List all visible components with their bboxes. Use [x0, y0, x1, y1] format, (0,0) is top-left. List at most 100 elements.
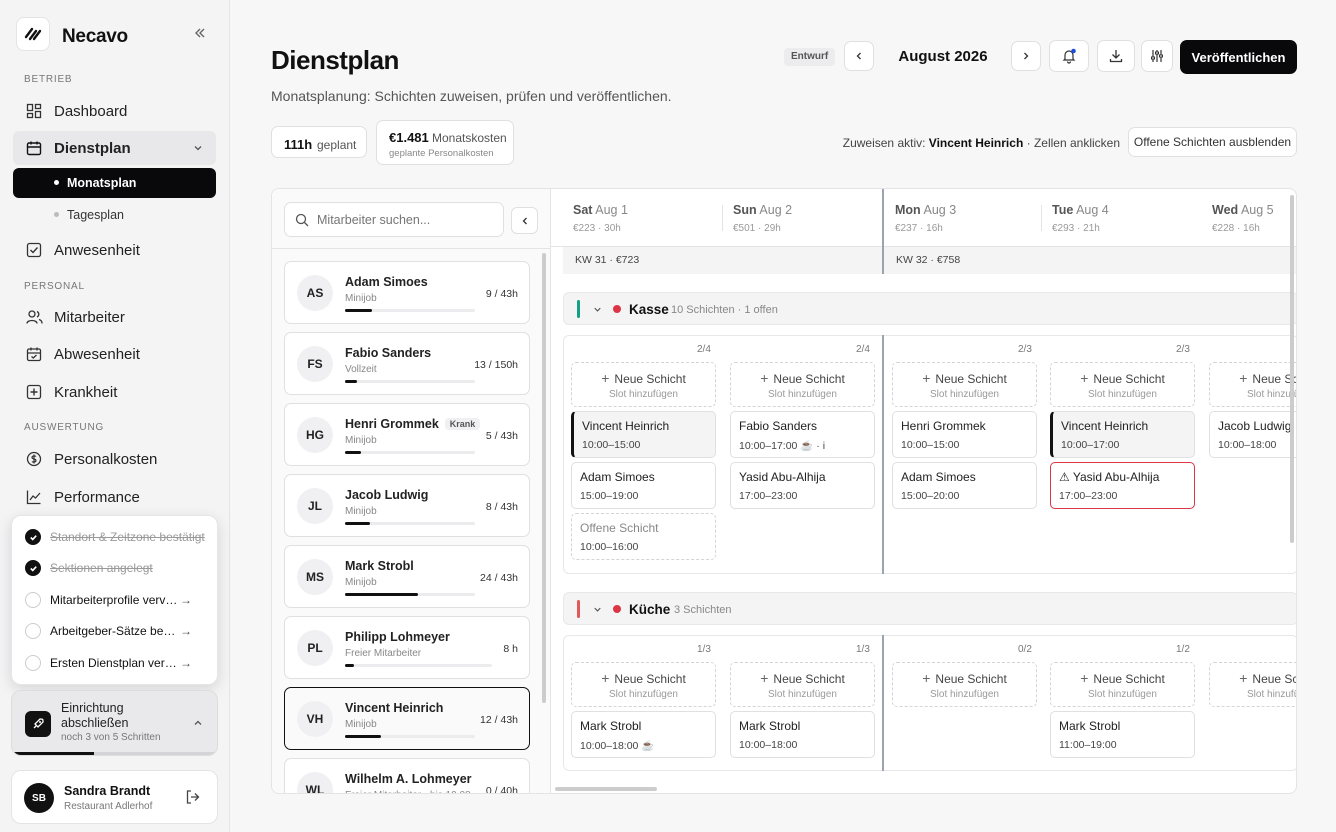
- collapse-sidebar-icon[interactable]: [192, 25, 208, 41]
- check-icon: [25, 529, 41, 545]
- day-header[interactable]: Sun Aug 2 €501 · 29h: [733, 203, 793, 234]
- section-header-kasse[interactable]: Kasse 10 Schichten · 1 offen: [563, 292, 1296, 325]
- download-button[interactable]: [1097, 40, 1135, 72]
- chevron-down-icon[interactable]: [592, 304, 603, 315]
- setup-title: Einrichtung abschließen: [61, 701, 129, 730]
- sidebar-subitem-monatsplan[interactable]: Monatsplan: [13, 168, 216, 198]
- sidebar-item-anwesenheit[interactable]: Anwesenheit: [13, 233, 216, 267]
- employee-hours: 13 / 150h: [474, 359, 518, 371]
- week-separator: [882, 189, 884, 274]
- schedule-panel: AS Adam Simoes Minijob 9 / 43h FS Fabio Sande…: [271, 188, 1297, 794]
- prev-month-button[interactable]: [844, 41, 874, 71]
- sidebar-subitem-tagesplan[interactable]: Tagesplan: [13, 200, 216, 230]
- sidebar-item-personalkosten[interactable]: Personalkosten: [13, 442, 216, 476]
- shift-card[interactable]: Mark Strobl 10:00–18:00: [730, 711, 875, 758]
- avatar: HG: [297, 417, 333, 453]
- status-badge: Entwurf: [784, 48, 836, 66]
- plus-icon: +: [1080, 370, 1089, 386]
- sidebar-item-dashboard[interactable]: Dashboard: [13, 94, 216, 128]
- sidebar-item-mitarbeiter[interactable]: Mitarbeiter: [13, 300, 216, 334]
- employee-card[interactable]: HG Henri Grommek Krank Minijob 5 / 43h: [284, 403, 530, 466]
- hide-open-shifts-button[interactable]: Offene Schichten ausblenden: [1128, 127, 1297, 157]
- collapse-employee-list-button[interactable]: [511, 207, 538, 234]
- settings-button[interactable]: [1141, 40, 1173, 72]
- sidebar-item-abwesenheit[interactable]: Abwesenheit: [13, 337, 216, 371]
- shift-card[interactable]: Adam Simoes 15:00–19:00: [571, 462, 716, 509]
- shift-card[interactable]: Henri Grommek 10:00–15:00: [892, 411, 1037, 458]
- sidebar-item-krankheit[interactable]: Krankheit: [13, 375, 216, 409]
- section-header-küche[interactable]: Küche 3 Schichten: [563, 592, 1296, 625]
- logout-icon[interactable]: [185, 789, 201, 805]
- bullet-icon: [54, 212, 59, 217]
- week-separator: [882, 635, 884, 771]
- checklist-item[interactable]: Ersten Dienstplan veröffentlichen →: [25, 653, 210, 673]
- day-header[interactable]: Mon Aug 3 €237 · 16h: [895, 203, 957, 234]
- checklist-item[interactable]: Mitarbeiterprofile vervollständigen →: [25, 590, 210, 610]
- user-card[interactable]: SB Sandra Brandt Restaurant Adlerhof: [11, 770, 218, 824]
- shift-card[interactable]: ⚠ Yasid Abu-Alhija 17:00–23:00: [1050, 462, 1195, 509]
- employee-card[interactable]: AS Adam Simoes Minijob 9 / 43h: [284, 261, 530, 324]
- day-header[interactable]: Wed Aug 5 €228 · 16h: [1212, 203, 1274, 234]
- chevron-down-icon[interactable]: [592, 604, 603, 615]
- employee-card[interactable]: JL Jacob Ludwig Minijob 8 / 43h: [284, 474, 530, 537]
- shift-card[interactable]: Adam Simoes 15:00–20:00: [892, 462, 1037, 509]
- shift-card[interactable]: Mark Strobl 11:00–19:00: [1050, 711, 1195, 758]
- next-month-button[interactable]: [1011, 41, 1041, 71]
- shift-card[interactable]: Jacob Ludwig 10:00–18:00: [1209, 411, 1296, 458]
- schedule-grid: Sat Aug 1 €223 · 30h Sun Aug 2 €501 · 29h Mo…: [551, 189, 1296, 793]
- capacity-label: 0/2: [1018, 644, 1032, 655]
- sidebar-item-performance[interactable]: Performance: [13, 480, 216, 514]
- day-header[interactable]: Sat Aug 1 €223 · 30h: [573, 203, 628, 234]
- shift-card[interactable]: Vincent Heinrich 10:00–15:00: [571, 411, 716, 458]
- search-icon: [295, 213, 309, 226]
- shift-card[interactable]: Mark Strobl 10:00–18:00 ☕: [571, 711, 716, 758]
- app-logo[interactable]: [16, 17, 50, 51]
- employee-list-scrollbar[interactable]: [542, 253, 546, 703]
- vertical-scrollbar[interactable]: [1290, 195, 1294, 543]
- hours-progress-fill: [345, 593, 418, 596]
- employee-card[interactable]: VH Vincent Heinrich Minijob 12 / 43h: [284, 687, 530, 750]
- employee-search[interactable]: [284, 202, 504, 237]
- monthly-cost-label: Monatskosten: [432, 131, 507, 145]
- employee-type: Minijob: [345, 719, 377, 730]
- section-color-bar: [577, 300, 580, 318]
- app-name: Necavo: [62, 26, 128, 47]
- notifications-button[interactable]: [1049, 40, 1089, 72]
- monthly-cost-value: €1.481: [389, 130, 429, 145]
- plus-icon: +: [1080, 670, 1089, 686]
- setup-progress-card[interactable]: Einrichtung abschließen noch 3 von 5 Sch…: [11, 690, 218, 756]
- search-input[interactable]: [317, 212, 487, 227]
- checklist-item[interactable]: Arbeitgeber-Sätze bestätigen →: [25, 621, 210, 641]
- check-icon: [25, 560, 41, 576]
- employee-type: Minijob: [345, 435, 377, 446]
- employee-card[interactable]: PL Philipp Lohmeyer Freier Mitarbeiter 8 h: [284, 616, 530, 679]
- plus-icon: +: [1239, 670, 1248, 686]
- day-header[interactable]: Tue Aug 4 €293 · 21h: [1052, 203, 1109, 234]
- hours-progress-bar: [345, 380, 475, 383]
- sidebar-item-dienstplan[interactable]: Dienstplan: [13, 131, 216, 165]
- shift-card[interactable]: Offene Schicht 10:00–16:00: [571, 513, 716, 560]
- employee-hours: 12 / 43h: [480, 714, 518, 726]
- employee-card[interactable]: WL Wilhelm A. Lohmeyer Freier Mitarbeiter …: [284, 758, 530, 793]
- shift-card[interactable]: Vincent Heinrich 10:00–17:00: [1050, 411, 1195, 458]
- publish-button[interactable]: Veröffentlichen: [1180, 40, 1297, 74]
- circle-icon: [25, 655, 41, 671]
- horizontal-scrollbar[interactable]: [555, 787, 657, 791]
- employee-card[interactable]: FS Fabio Sanders Vollzeit 13 / 150h: [284, 332, 530, 395]
- capacity-label: 2/3: [1176, 344, 1190, 355]
- employee-card[interactable]: MS Mark Strobl Minijob 24 / 43h: [284, 545, 530, 608]
- hours-progress-fill: [345, 735, 382, 738]
- shift-card[interactable]: Fabio Sanders 10:00–17:00 ☕ · i: [730, 411, 875, 458]
- chevron-left-icon: [856, 52, 861, 60]
- shift-card[interactable]: Yasid Abu-Alhija 17:00–23:00: [730, 462, 875, 509]
